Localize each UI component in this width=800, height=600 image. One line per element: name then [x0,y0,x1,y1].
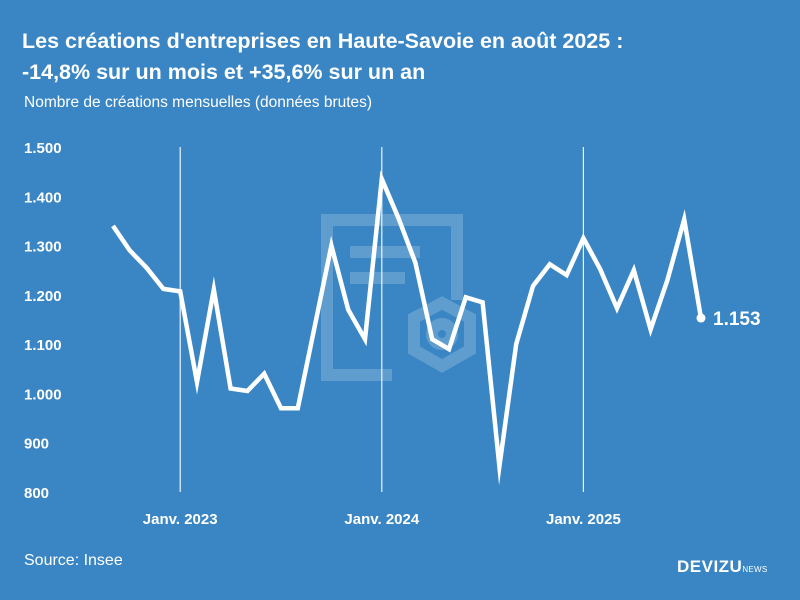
y-tick-label: 800 [24,485,49,502]
watermark-hexagon [408,296,476,373]
y-tick-label: 1.300 [24,239,62,256]
watermark-logo [321,214,476,381]
data-series: 1.153 [111,170,761,486]
y-axis: 800 900 1.000 1.100 1.200 1.300 1.400 1.500 [24,140,62,502]
chart-title-line-2: -14,8% sur un mois et +35,6% sur un an [22,60,426,84]
brand-logo: DEVIZUNEWS [677,557,768,577]
source-note: Source: Insee [24,552,123,569]
chart-subtitle: Nombre de créations mensuelles (données … [24,94,373,111]
watermark-document-shape [321,214,463,381]
y-tick-label: 1.200 [24,288,62,305]
y-tick-label: 1.000 [24,386,62,403]
y-tick-label: 1.500 [24,140,62,157]
series-line [111,170,704,486]
x-axis: Janv. 2023 Janv. 2024 Janv. 2025 [143,511,621,528]
y-tick-label: 900 [24,436,49,453]
y-tick-label: 1.100 [24,337,62,354]
chart-title: Les créations d'entreprises en Haute-Sav… [22,26,792,88]
x-tick-label: Janv. 2025 [546,511,621,528]
y-tick-label: 1.400 [24,189,62,206]
last-value-marker [696,313,706,323]
x-tick-label: Janv. 2024 [344,511,419,528]
brand-suffix: NEWS [742,565,768,574]
brand-name: DEVIZU [677,557,743,576]
x-tick-label: Janv. 2023 [143,511,218,528]
chart-title-line-1: Les créations d'entreprises en Haute-Sav… [22,29,624,53]
vertical-grid-lines [179,147,585,492]
last-value-label: 1.153 [713,309,761,330]
